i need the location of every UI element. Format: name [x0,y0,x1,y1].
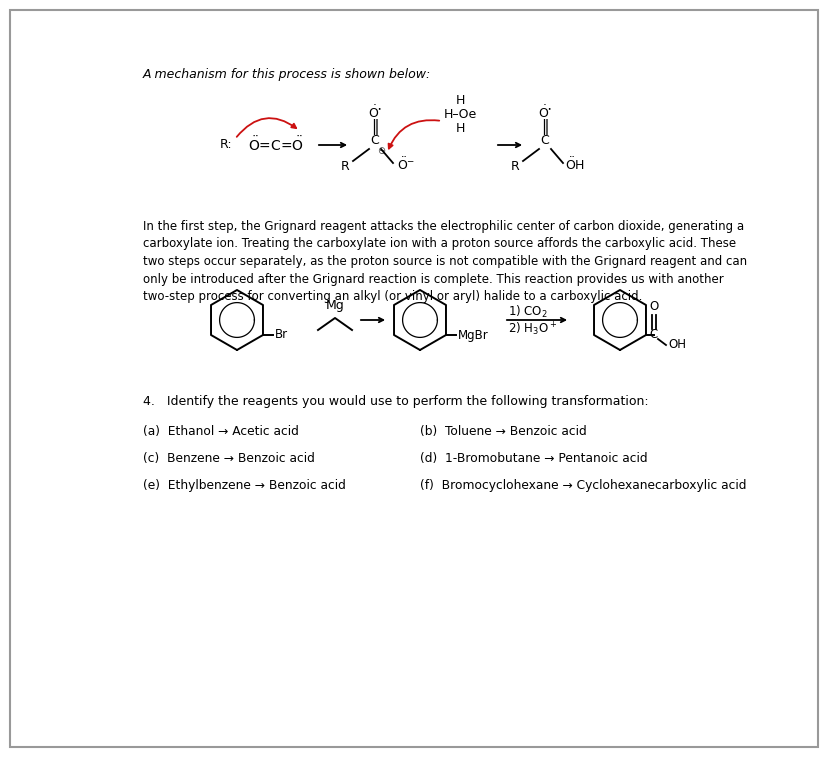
Text: C: C [649,328,657,341]
Text: OH: OH [667,338,685,351]
Text: In the first step, the Grignard reagent attacks the electrophilic center of carb: In the first step, the Grignard reagent … [143,220,746,303]
Text: (b)  Toluene → Benzoic acid: (b) Toluene → Benzoic acid [419,425,586,438]
Text: R: R [340,160,349,173]
Text: H: H [455,123,464,136]
FancyArrowPatch shape [237,118,296,137]
Text: 2) H$_3$O$^+$: 2) H$_3$O$^+$ [508,320,557,338]
Text: ⊖: ⊖ [376,146,385,156]
Text: (c)  Benzene → Benzoic acid: (c) Benzene → Benzoic acid [143,452,314,465]
Text: MgBr: MgBr [457,329,488,341]
Text: C: C [370,135,379,148]
Text: Br: Br [275,329,288,341]
Text: C: C [540,135,548,148]
Text: $\ddot{\mathrm{O}}$=C=$\ddot{\mathrm{O}}$: $\ddot{\mathrm{O}}$=C=$\ddot{\mathrm{O}}… [248,136,304,154]
Text: ‖: ‖ [370,119,379,135]
Text: R: R [510,160,519,173]
Text: $\ddot{\mathrm{O}}$H: $\ddot{\mathrm{O}}$H [564,157,585,173]
FancyArrowPatch shape [388,120,438,148]
Text: O: O [648,301,657,313]
Text: H: H [455,95,464,107]
Text: 4.   Identify the reagents you would use to perform the following transformation: 4. Identify the reagents you would use t… [143,395,648,408]
Text: $\dot{\mathrm{O}}^{\boldsymbol{\cdot}}$: $\dot{\mathrm{O}}^{\boldsymbol{\cdot}}$ [367,104,382,121]
Text: ‖: ‖ [541,119,548,135]
Text: (e)  Ethylbenzene → Benzoic acid: (e) Ethylbenzene → Benzoic acid [143,479,346,492]
Text: A mechanism for this process is shown below:: A mechanism for this process is shown be… [143,68,431,81]
Text: H–Oe: H–Oe [442,108,476,122]
Text: (f)  Bromocyclohexane → Cyclohexanecarboxylic acid: (f) Bromocyclohexane → Cyclohexanecarbox… [419,479,746,492]
Text: $\dot{\mathrm{O}}^{\boldsymbol{\cdot}}$: $\dot{\mathrm{O}}^{\boldsymbol{\cdot}}$ [538,104,552,121]
Text: (a)  Ethanol → Acetic acid: (a) Ethanol → Acetic acid [143,425,299,438]
Text: R:: R: [219,139,232,151]
Text: (d)  1-Bromobutane → Pentanoic acid: (d) 1-Bromobutane → Pentanoic acid [419,452,647,465]
Text: Mg: Mg [325,300,344,313]
Text: $\ddot{\mathrm{O}}^{-}$: $\ddot{\mathrm{O}}^{-}$ [396,157,415,173]
Text: 1) CO$_2$: 1) CO$_2$ [508,304,547,320]
